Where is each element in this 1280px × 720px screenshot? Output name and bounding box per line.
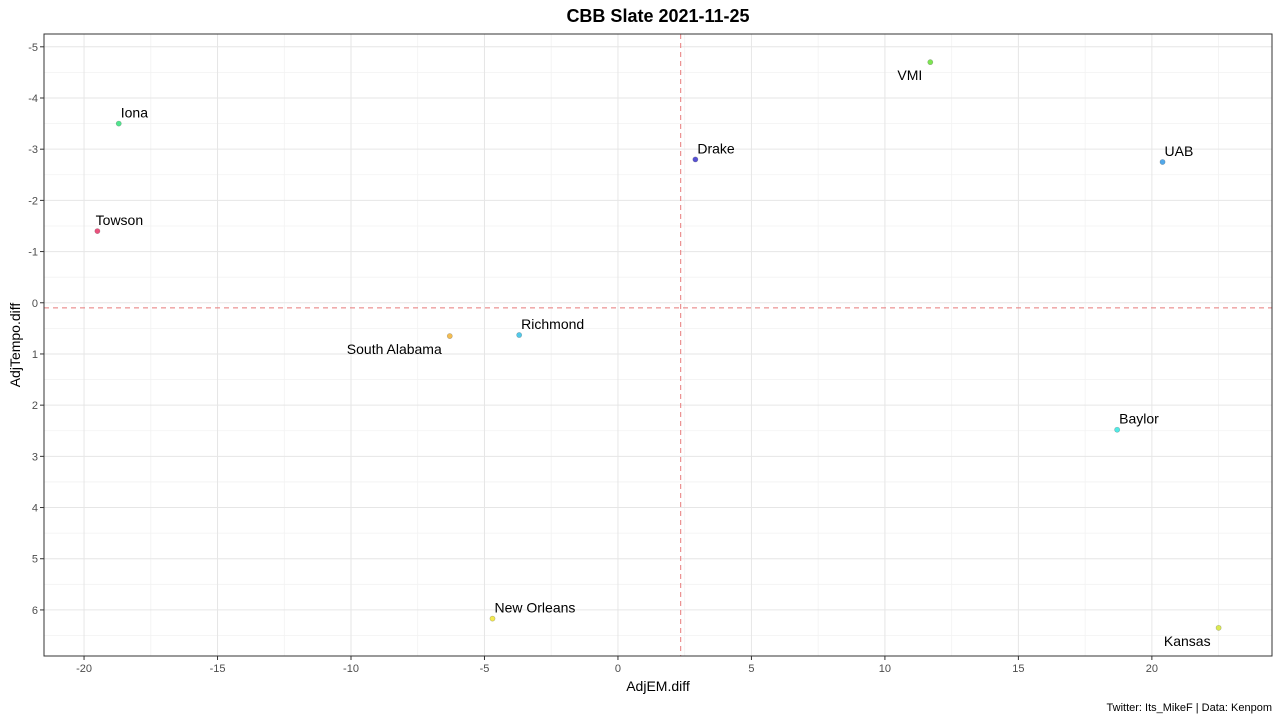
- y-tick-label: 5: [32, 554, 38, 566]
- y-axis-ticks: -5 -4 -3 -2 -1 0 1 2 3 4 5 6: [28, 42, 44, 617]
- x-tick-label: 10: [879, 663, 891, 675]
- point-baylor: [1114, 426, 1121, 433]
- point-labels: VMI Iona Drake UAB Towson South Alabama Richmo…: [96, 67, 1211, 649]
- y-tick-label: 1: [32, 349, 38, 361]
- label-richmond: Richmond: [521, 316, 584, 332]
- x-tick-label: -20: [76, 663, 92, 675]
- label-vmi: VMI: [897, 67, 922, 83]
- label-new-orleans: New Orleans: [494, 600, 575, 616]
- point-vmi: [927, 59, 934, 66]
- y-tick-label: -2: [28, 195, 38, 207]
- data-points: [94, 59, 1222, 631]
- y-tick-label: -4: [28, 93, 38, 105]
- y-tick-label: 0: [32, 298, 38, 310]
- y-tick-label: 6: [32, 605, 38, 617]
- grid: [44, 34, 1272, 656]
- x-tick-label: -10: [343, 663, 359, 675]
- y-tick-label: -3: [28, 144, 38, 156]
- label-baylor: Baylor: [1119, 411, 1159, 427]
- y-tick-label: -1: [28, 247, 38, 259]
- chart-title: CBB Slate 2021-11-25: [566, 6, 749, 26]
- label-south-alabama: South Alabama: [347, 341, 442, 357]
- x-tick-label: 5: [748, 663, 754, 675]
- x-tick-label: -15: [210, 663, 226, 675]
- x-axis-ticks: -20 -15 -10 -5 0 5 10 15 20: [76, 656, 1158, 675]
- reference-lines: [44, 34, 1272, 656]
- x-axis-title: AdjEM.diff: [626, 678, 690, 694]
- x-tick-label: 20: [1146, 663, 1158, 675]
- point-iona: [115, 120, 122, 127]
- label-towson: Towson: [96, 212, 143, 228]
- panel-border: [43, 33, 1273, 657]
- x-tick-label: 15: [1012, 663, 1024, 675]
- point-richmond: [516, 332, 523, 338]
- point-new-orleans: [489, 615, 496, 622]
- y-tick-label: -5: [28, 42, 38, 54]
- x-tick-label: 0: [615, 663, 621, 675]
- y-tick-label: 4: [32, 503, 38, 515]
- caption: Twitter: Its_MikeF | Data: Kenpom: [1107, 702, 1272, 714]
- label-drake: Drake: [697, 140, 735, 156]
- y-axis-title: AdjTempo.diff: [7, 303, 23, 388]
- label-kansas: Kansas: [1164, 633, 1211, 649]
- point-drake: [692, 156, 699, 163]
- y-tick-label: 2: [32, 400, 38, 412]
- point-south-alabama: [446, 333, 453, 339]
- label-uab: UAB: [1165, 143, 1194, 159]
- label-iona: Iona: [121, 105, 148, 121]
- point-kansas: [1215, 624, 1222, 631]
- point-towson: [94, 228, 101, 234]
- x-tick-label: -5: [480, 663, 490, 675]
- y-tick-label: 3: [32, 451, 38, 463]
- point-uab: [1159, 159, 1166, 165]
